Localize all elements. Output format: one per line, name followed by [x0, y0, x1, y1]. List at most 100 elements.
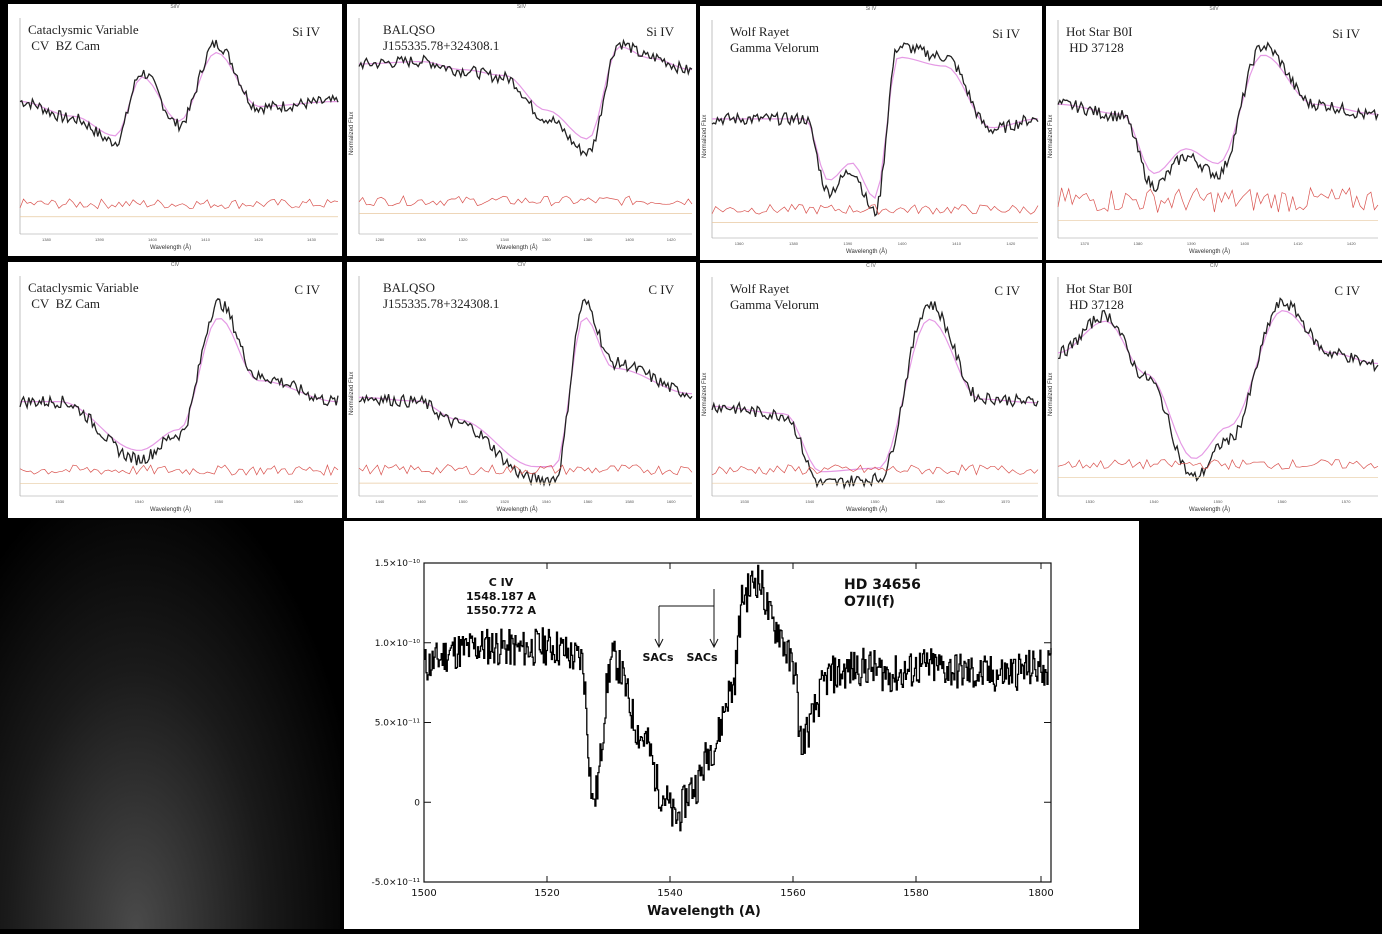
sacs-arrow [654, 589, 719, 649]
panel-hotstar-siiv: SiIV 1370 1380 1390 1400 1410 1420 Hot Star B0I… [1046, 6, 1382, 260]
error-line [1057, 458, 1379, 471]
panel-y-label: Normalized Flux [349, 111, 355, 155]
panel-top-label: SiIV [516, 4, 527, 10]
x-tick-label: 1400 [1240, 241, 1250, 246]
error-line [19, 464, 339, 477]
y-tick-label: -5.0×10⁻¹¹ [371, 878, 420, 888]
panel-plot: 1440 1460 1500 1520 1540 1560 1580 1600 [358, 276, 693, 504]
panel-top-label: SiIV [1209, 6, 1219, 12]
model-line [1057, 309, 1379, 459]
panel-y-label: Normalized Flux [349, 371, 355, 415]
x-tick-label: 1540 [805, 499, 815, 504]
panel-title: BALQSO J155335.78+324308.1 [383, 22, 500, 53]
spectrum-line [424, 564, 1052, 832]
x-tick-label: 1280 [375, 237, 385, 242]
x-tick-label: 1420 [667, 237, 677, 242]
panel-hotstar-civ: CIV 1530 1540 1550 1560 1570 Hot Star B0I HD 3… [1046, 263, 1382, 518]
x-tick-label: 1410 [952, 241, 962, 246]
x-tick-label: 1370 [1080, 241, 1090, 246]
x-tick-label: 1380 [1134, 241, 1144, 246]
panel-x-label: Wavelength (Å) [846, 249, 888, 255]
panel-ion-label: Si IV [1332, 26, 1360, 41]
panel-x-label: Wavelength (Å) [150, 245, 192, 251]
x-tick-label: 1300 [417, 237, 427, 242]
error-line [358, 464, 693, 476]
panel-title: Wolf Rayet Gamma Velorum [730, 24, 819, 55]
panel-top-label: CIV [1209, 263, 1219, 269]
x-tick-label: 1460 [417, 499, 427, 504]
star-name: HD 34656 [844, 577, 921, 593]
x-tick-label: 1420 [254, 237, 264, 242]
x-tick-label: 1560 [583, 499, 593, 504]
x-tick-label: 1400 [898, 241, 908, 246]
main-chart: 1500 1520 1540 1560 1580 1800 1.5×10⁻¹⁰ 1.0×10⁻… [344, 521, 1139, 929]
x-tick-label: 1600 [667, 499, 677, 504]
model-line [711, 318, 1039, 473]
panel-x-label: Wavelength (Å) [496, 245, 538, 251]
panel-y-label: Normalized Flux [1048, 372, 1054, 416]
x-tick-label: 1440 [375, 499, 385, 504]
x-tick-label: 1380 [789, 241, 799, 246]
panel-wr-siiv: Si IV 1360 1380 1390 1400 1410 1420 Wolf Rayet … [700, 6, 1042, 260]
x-tick-label: 1410 [1294, 241, 1304, 246]
x-tick-label: 1390 [843, 241, 853, 246]
error-line [711, 203, 1039, 215]
x-tick-label: 1420 [1347, 241, 1357, 246]
x-tick-label: 1380 [583, 237, 593, 242]
x-tick-label: 1420 [1006, 241, 1016, 246]
error-line [711, 464, 1039, 476]
x-tick-label: 1410 [201, 237, 211, 242]
panel-plot: 1530 1540 1550 1560 1570 [711, 277, 1039, 504]
panel-ion-label: Si IV [646, 24, 674, 39]
x-tick-label: 1560 [780, 888, 805, 899]
panel-x-label: Wavelength (Å) [846, 507, 888, 513]
panel-y-label: Normalized Flux [702, 372, 708, 416]
sacs-label-2: SACs [686, 651, 718, 664]
model-line [359, 45, 693, 140]
panel-wr-civ: C IV 1530 1540 1550 1560 1570 Wolf Rayet Gamma… [700, 263, 1042, 518]
x-tick-label: 1530 [1086, 499, 1096, 504]
panel-cv-siiv: SiIV 1380 1390 1400 1410 1420 1430 Cataclysmic … [8, 4, 342, 256]
background-glow [0, 520, 340, 929]
spectrum-line [19, 298, 339, 466]
panel-top-label: Si IV [865, 6, 877, 12]
spectrum-line [1057, 41, 1379, 193]
panel-title: Cataclysmic Variable CV BZ Cam [28, 22, 139, 53]
spectrum-line [358, 298, 693, 488]
line-wavelength-2: 1550.772 A [466, 604, 537, 617]
line-wavelength-1: 1548.187 A [466, 590, 537, 603]
panel-x-label: Wavelength (Å) [1189, 507, 1231, 513]
x-tick-label: 1430 [307, 237, 317, 242]
x-tick-label: 1530 [55, 499, 65, 504]
x-tick-label: 1390 [1187, 241, 1197, 246]
x-tick-label: 1500 [411, 888, 436, 899]
spectrum-line [19, 39, 339, 148]
x-tick-label: 1550 [1214, 499, 1224, 504]
spectrum-line [711, 42, 1039, 217]
y-tick-label: 1.0×10⁻¹⁰ [375, 639, 421, 649]
panel-top-label: C IV [866, 263, 876, 269]
panel-ion-label: Si IV [292, 24, 320, 39]
y-tick-label: 5.0×10⁻¹¹ [375, 719, 421, 729]
x-tick-label: 1800 [1028, 888, 1053, 899]
x-tick-label: 1580 [625, 499, 635, 504]
x-tick-label: 1550 [214, 499, 224, 504]
panel-cv-civ: CIV 1530 1540 1550 1560 Cataclysmic Variable … [8, 262, 342, 518]
panel-ion-label: C IV [648, 282, 674, 297]
x-tick-label: 1520 [534, 888, 559, 899]
panel-plot: 1360 1380 1390 1400 1410 1420 [711, 20, 1039, 246]
spectrum-line [711, 301, 1039, 490]
x-tick-label: 1530 [740, 499, 750, 504]
panel-top-label: CIV [517, 262, 526, 268]
x-tick-label: 1560 [1278, 499, 1288, 504]
x-tick-label: 1390 [95, 237, 105, 242]
x-tick-label: 1550 [871, 499, 881, 504]
x-tick-label: 1560 [294, 499, 304, 504]
panel-title: Wolf Rayet Gamma Velorum [730, 281, 819, 312]
x-tick-label: 1540 [657, 888, 682, 899]
error-line [358, 195, 693, 207]
y-tick-label: 1.5×10⁻¹⁰ [375, 559, 421, 569]
main-chart-svg: 1500 1520 1540 1560 1580 1800 1.5×10⁻¹⁰ 1.0×10⁻… [371, 559, 1053, 919]
spectral-type: O7II(f) [844, 594, 895, 610]
panel-ion-label: C IV [994, 283, 1020, 298]
